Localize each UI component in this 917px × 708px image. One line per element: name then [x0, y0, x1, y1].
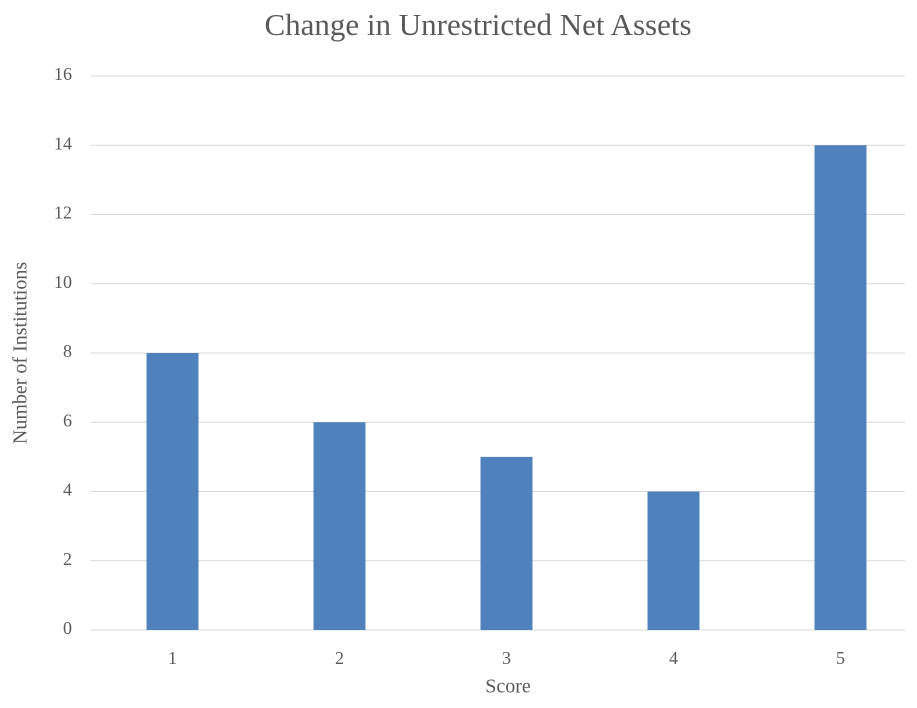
y-tick-label: 16 [54, 64, 72, 84]
y-tick-label: 4 [63, 480, 72, 500]
x-tick-label: 3 [502, 648, 511, 668]
y-tick-label: 0 [63, 618, 72, 638]
y-axis-label: Number of Institutions [10, 262, 32, 444]
bar [814, 145, 867, 630]
x-tick-label: 1 [168, 648, 177, 668]
bar [647, 491, 700, 630]
y-tick-label: 10 [54, 272, 72, 292]
y-tick-label: 6 [63, 410, 72, 430]
y-tick-label: 2 [63, 549, 72, 569]
chart-title: Change in Unrestricted Net Assets [264, 7, 691, 42]
x-axis-label: Score [485, 676, 531, 698]
y-tick-label: 14 [54, 133, 72, 153]
y-tick-label: 12 [54, 203, 72, 223]
x-tick-label: 4 [669, 648, 678, 668]
bar [313, 422, 366, 630]
x-tick-label: 2 [335, 648, 344, 668]
x-tick-label: 5 [836, 648, 845, 668]
bar [480, 456, 533, 630]
y-tick-label: 8 [63, 341, 72, 361]
bar [146, 353, 199, 630]
